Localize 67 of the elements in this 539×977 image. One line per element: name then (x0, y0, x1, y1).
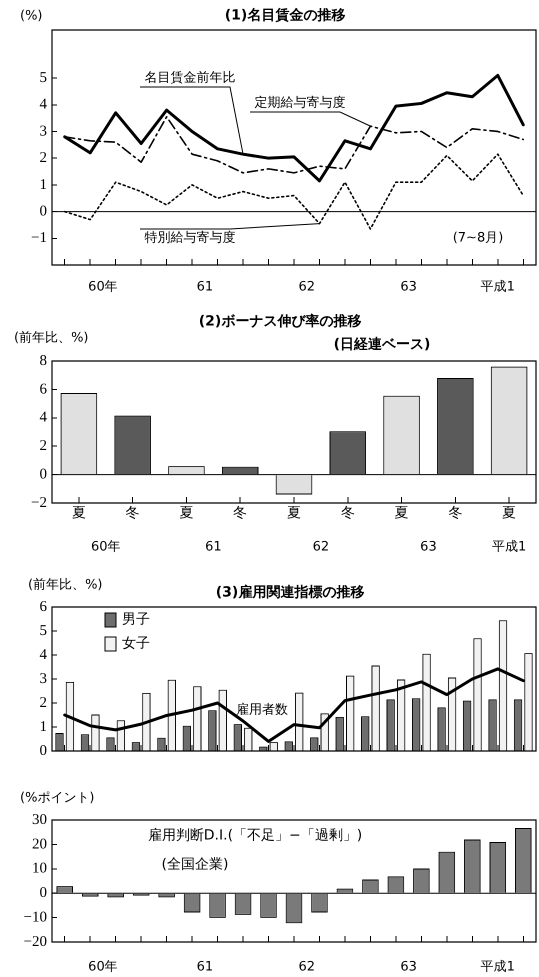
text: 63 (400, 279, 417, 294)
y-tick-label: −20 (24, 934, 47, 950)
annotation: (7~8月) (452, 230, 504, 246)
text: 平成1 (480, 959, 515, 974)
y-tick-label: 3 (40, 123, 47, 140)
y-tick-label: 4 (40, 646, 48, 663)
x-tick-label: 夏 (179, 505, 194, 522)
y-tick-label: 30 (32, 812, 47, 828)
y-axis-title: (%ポイント) (20, 790, 94, 806)
y-tick-label: 2 (40, 150, 47, 166)
text: 62 (298, 959, 316, 974)
legend-label: 女子 (122, 636, 150, 652)
text: 61 (196, 279, 214, 294)
x-tick-label: 冬 (340, 505, 355, 522)
text: 61 (196, 959, 214, 974)
x-tick-label: 夏 (394, 505, 409, 522)
chart-subtitle: (日経連ベース) (334, 336, 430, 353)
y-tick-label: 6 (40, 598, 48, 615)
y-tick-label: 3 (40, 670, 47, 687)
chart-title: (1)名目賃金の推移 (224, 8, 346, 24)
y-tick-label: 20 (32, 836, 47, 852)
text: 62 (298, 279, 316, 294)
y-tick-label: 6 (40, 381, 48, 398)
x-tick-label: 冬 (233, 505, 248, 522)
y-tick-label: 0 (40, 204, 47, 220)
text: 雇用判断D.I.(「不足」−「過剰」) (148, 828, 362, 844)
y-tick-label: 4 (40, 410, 48, 426)
y-tick-label: 0 (40, 466, 47, 483)
text: 平成1 (492, 539, 526, 554)
x-tick-label: 夏 (72, 505, 86, 522)
text: 特別給与寄与度 (144, 229, 236, 246)
y-tick-label: 8 (40, 352, 47, 369)
y-tick-label: 10 (32, 860, 47, 877)
x-tick-label: 冬 (126, 505, 140, 522)
y-axis-title: (前年比、%) (28, 577, 102, 592)
text: 63 (400, 959, 417, 974)
text: 60年 (88, 959, 118, 974)
text: 62 (312, 539, 330, 554)
y-tick-label: −2 (31, 494, 47, 511)
y-tick-label: 5 (40, 622, 47, 639)
text: 60年 (91, 539, 121, 554)
y-tick-label: 5 (40, 70, 47, 86)
y-tick-label: −10 (24, 910, 47, 926)
legend-label: 男子 (122, 612, 150, 628)
text: 名目賃金前年比 (144, 70, 236, 86)
y-tick-label: 4 (40, 96, 48, 113)
chart-title: (3)雇用関連指標の推移 (216, 584, 364, 601)
y-tick-label: 1 (40, 718, 47, 735)
text: 61 (205, 539, 222, 554)
x-tick-label: 夏 (502, 505, 516, 522)
y-axis-title: (%) (20, 8, 42, 24)
text: (全国企業) (162, 856, 228, 873)
chart-title: (2)ボーナス伸び率の推移 (198, 312, 362, 330)
y-tick-label: −1 (31, 230, 47, 246)
y-tick-label: 1 (40, 176, 47, 193)
y-tick-label: 2 (40, 694, 47, 711)
text: 定期給与寄与度 (254, 94, 346, 110)
y-tick-label: 0 (40, 742, 47, 759)
y-tick-label: 2 (40, 438, 47, 454)
series-label: 雇用者数 (236, 701, 288, 718)
text: 平成1 (480, 279, 515, 294)
text: 63 (420, 539, 437, 554)
y-axis-title: (前年比、%) (14, 330, 88, 346)
x-tick-label: 冬 (448, 505, 462, 522)
x-tick-label: 夏 (287, 505, 301, 522)
text: 60年 (88, 279, 118, 294)
y-tick-label: 0 (40, 885, 47, 902)
